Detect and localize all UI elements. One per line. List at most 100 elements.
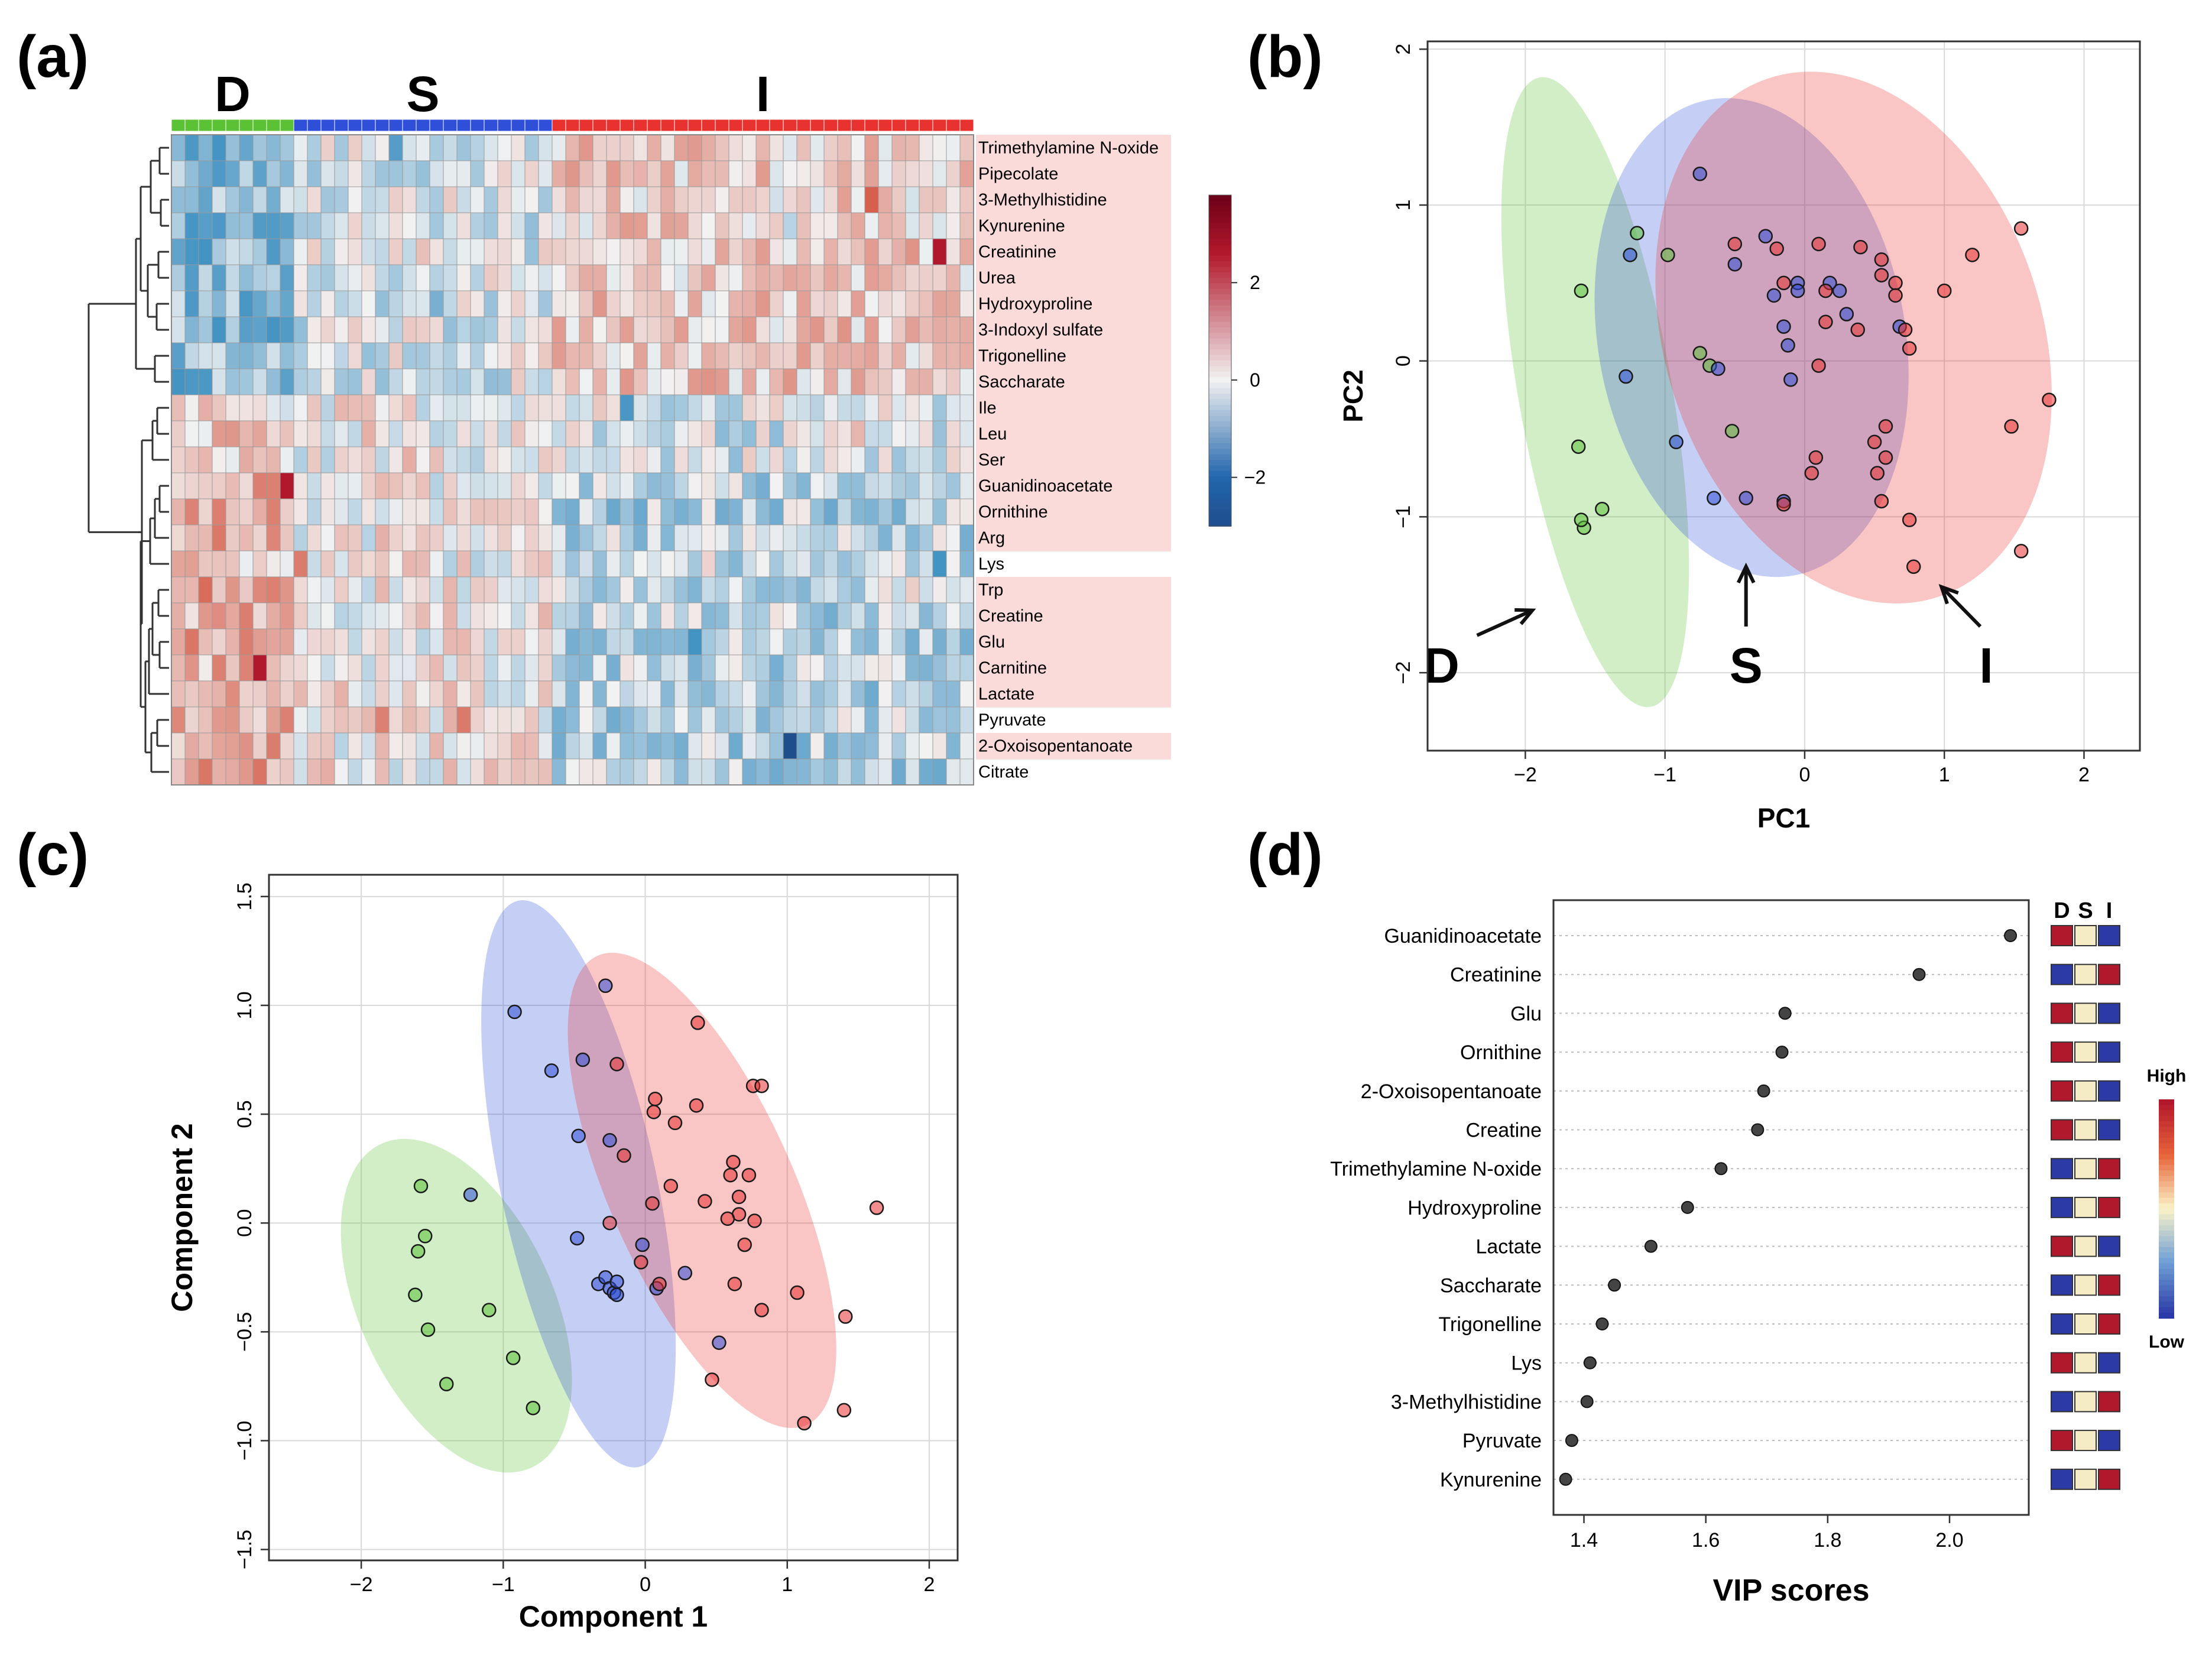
row-highlight xyxy=(976,369,1171,395)
heatmap-cell xyxy=(388,394,403,421)
heatmap-cell xyxy=(674,342,689,369)
x-axis-label: PC1 xyxy=(1757,803,1810,833)
point-I xyxy=(797,1416,812,1431)
heatmap-cell xyxy=(633,212,648,239)
heatmap-cell xyxy=(470,342,485,369)
point-S xyxy=(598,978,613,994)
row-highlights xyxy=(976,135,1171,760)
heatmap-cell xyxy=(905,628,920,655)
heatmap-cell xyxy=(361,134,376,161)
heatmap-cell xyxy=(742,706,757,733)
heatmap-cell xyxy=(497,368,512,395)
point-S xyxy=(571,1128,586,1144)
ellipse-I xyxy=(1655,72,2052,603)
heatmap-cell xyxy=(783,446,797,473)
heatmap-cell xyxy=(687,212,702,239)
heatmap-cell xyxy=(701,550,716,577)
heatmap-cell xyxy=(633,290,648,317)
point-S xyxy=(1780,338,1795,353)
heatmap-cell xyxy=(239,576,254,603)
heatmap-cell xyxy=(674,394,689,421)
level-box-high xyxy=(2051,1080,2073,1102)
heatmap-cell xyxy=(810,160,825,187)
heatmap-cell xyxy=(579,680,593,707)
heatmap-cell xyxy=(959,238,974,265)
heatmap-cell xyxy=(511,342,526,369)
heatmap-cell xyxy=(946,680,961,707)
heatmap-cell xyxy=(742,368,757,395)
ellipse-D xyxy=(1501,77,1689,707)
heatmap-cell xyxy=(823,160,838,187)
heatmap-cell xyxy=(552,290,566,317)
heatmap-cell xyxy=(796,550,811,577)
heatmap-cell xyxy=(484,706,498,733)
point-I xyxy=(1902,341,1917,356)
point-I xyxy=(1874,268,1889,283)
heatmap-cell xyxy=(660,160,675,187)
heatmap-cell xyxy=(674,316,689,343)
point-I xyxy=(645,1196,660,1211)
legend-gradient-step xyxy=(2159,1247,2174,1253)
heatmap-cell xyxy=(905,186,920,213)
heatmap-cell xyxy=(470,160,485,187)
axes: −2 −1 0 1 2−1.5−1.0−0.50.00.51.01.5Component… xyxy=(166,874,959,1633)
heatmap-cell xyxy=(552,160,566,187)
heatmap-cell xyxy=(225,498,240,525)
x-tick-label: 1.8 xyxy=(1814,1529,1841,1552)
heatmap-cell xyxy=(511,550,526,577)
heatmap-cell xyxy=(511,394,526,421)
heatmap-cell xyxy=(959,732,974,760)
heatmap-cell xyxy=(484,394,498,421)
heatmap-cell xyxy=(715,602,729,629)
point-I xyxy=(1811,236,1826,252)
point-S xyxy=(1707,491,1721,505)
heatmap-cell xyxy=(851,758,865,786)
heatmap-cell xyxy=(266,576,281,603)
heatmap-cell xyxy=(361,680,376,707)
heatmap-cell xyxy=(361,238,376,265)
point-S xyxy=(609,1287,624,1302)
point-I xyxy=(690,1015,705,1030)
point-I xyxy=(1818,314,1833,329)
level-box-low xyxy=(2098,1119,2120,1141)
heatmap-cell xyxy=(742,316,757,343)
heatmap-cell xyxy=(660,524,675,551)
heatmap-cell xyxy=(742,680,757,707)
heatmap-cell xyxy=(905,212,920,239)
heatmap-cell xyxy=(552,342,566,369)
metabolite-labels: GuanidinoacetateCreatinineGluOrnithine2-… xyxy=(1330,925,1542,1491)
heatmap-cell xyxy=(348,264,362,291)
colorbar-step xyxy=(1209,255,1231,262)
point-I xyxy=(1874,252,1889,267)
group-bar-cell xyxy=(320,119,335,132)
ellipse-S xyxy=(481,900,676,1468)
heatmap-cell xyxy=(429,706,444,733)
point-S xyxy=(677,1265,693,1281)
heatmap-cell xyxy=(456,316,471,343)
heatmap-cell xyxy=(837,394,852,421)
heatmap-cell xyxy=(783,472,797,499)
heatmap-cell xyxy=(932,212,947,239)
heatmap-cell xyxy=(715,134,729,161)
level-box-high xyxy=(2051,1235,2073,1257)
heatmap-cell xyxy=(796,602,811,629)
heatmap-cell xyxy=(334,238,349,265)
x-tick-label: −1 xyxy=(492,1573,515,1596)
level-box-mid xyxy=(2074,1235,2097,1257)
row-highlight xyxy=(976,577,1171,603)
heatmap-cell xyxy=(755,238,770,265)
heatmap-cell xyxy=(511,498,526,525)
heatmap-cell xyxy=(823,290,838,317)
heatmap-cell xyxy=(728,602,743,629)
heatmap-cell xyxy=(375,420,390,447)
heatmap-cell xyxy=(524,550,539,577)
heatmap-cell xyxy=(443,446,458,473)
heatmap-cell xyxy=(946,394,961,421)
heatmap-cell xyxy=(416,316,430,343)
heatmap-cell xyxy=(823,550,838,577)
heatmap-cell xyxy=(959,446,974,473)
heatmap-cell xyxy=(851,680,865,707)
heatmap-cell xyxy=(524,472,539,499)
heatmap-cell xyxy=(878,212,893,239)
legend-gradient-step xyxy=(2159,1296,2174,1303)
